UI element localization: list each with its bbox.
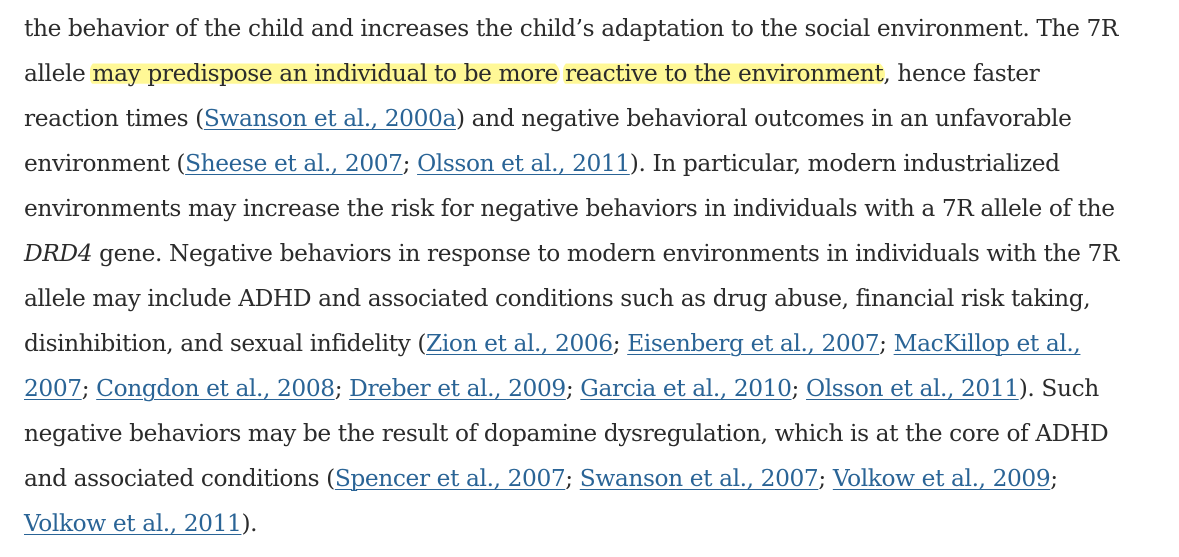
- body-text: gene. Negative behaviors in response to …: [92, 240, 1120, 267]
- citation-link[interactable]: Olsson et al., 2011: [417, 150, 630, 177]
- body-text: allele may include ADHD and associated c…: [24, 285, 1091, 312]
- text-line: negative behaviors may be the result of …: [24, 411, 1164, 456]
- body-text: environment (: [24, 150, 186, 177]
- body-text: ). In particular, modern industrialized: [629, 150, 1060, 177]
- text-line: Volkow et al., 2011).: [24, 501, 1164, 546]
- body-text: ;: [818, 465, 833, 492]
- citation-link[interactable]: 2007: [24, 375, 82, 402]
- body-text: ;: [334, 375, 350, 402]
- body-text: ;: [402, 150, 418, 177]
- text-line: disinhibition, and sexual infidelity (Zi…: [24, 321, 1164, 366]
- body-text: ).: [241, 510, 258, 537]
- article-paragraph: the behavior of the child and increases …: [24, 6, 1164, 546]
- body-text: ) and negative behavioral outcomes in an…: [455, 105, 1072, 132]
- body-text: ;: [565, 465, 580, 492]
- citation-link[interactable]: Dreber et al., 2009: [349, 375, 566, 402]
- highlighted-text: reactive to the environment: [562, 60, 886, 87]
- gene-name: DRD4: [24, 240, 93, 267]
- body-text: disinhibition, and sexual infidelity (: [24, 330, 427, 357]
- highlighted-text: may predispose an individual to be more: [90, 60, 560, 87]
- citation-link[interactable]: Congdon et al., 2008: [96, 375, 335, 402]
- body-text: ;: [791, 375, 806, 402]
- body-text: ;: [1050, 465, 1058, 492]
- body-text: , hence faster: [883, 60, 1040, 87]
- citation-link[interactable]: MacKillop et al.,: [893, 330, 1081, 357]
- citation-link[interactable]: Garcia et al., 2010: [580, 375, 792, 402]
- text-line: 2007; Congdon et al., 2008; Dreber et al…: [24, 366, 1164, 411]
- body-text: environments may increase the risk for n…: [24, 195, 1115, 222]
- citation-link[interactable]: Olsson et al., 2011: [806, 375, 1019, 402]
- text-line: the behavior of the child and increases …: [24, 6, 1164, 51]
- citation-link[interactable]: Eisenberg et al., 2007: [627, 330, 880, 357]
- body-text: ;: [879, 330, 894, 357]
- citation-link[interactable]: Spencer et al., 2007: [334, 465, 566, 492]
- text-line: allele may include ADHD and associated c…: [24, 276, 1164, 321]
- text-line: environments may increase the risk for n…: [24, 186, 1164, 231]
- text-line: environment (Sheese et al., 2007; Olsson…: [24, 141, 1164, 186]
- text-line: DRD4 gene. Negative behaviors in respons…: [24, 231, 1164, 276]
- body-text: negative behaviors may be the result of …: [24, 420, 1109, 447]
- citation-link[interactable]: Swanson et al., 2007: [579, 465, 819, 492]
- body-text: reaction times (: [24, 105, 204, 132]
- body-text: ;: [81, 375, 97, 402]
- body-text: allele: [24, 60, 93, 87]
- citation-link[interactable]: Volkow et al., 2009: [832, 465, 1051, 492]
- citation-link[interactable]: Sheese et al., 2007: [185, 150, 403, 177]
- body-text: ). Such: [1018, 375, 1100, 402]
- body-text: ;: [565, 375, 581, 402]
- citation-link[interactable]: Zion et al., 2006: [426, 330, 613, 357]
- citation-link[interactable]: Swanson et al., 2000a: [203, 105, 456, 132]
- text-line: reaction times (Swanson et al., 2000a) a…: [24, 96, 1164, 141]
- text-line: allele may predispose an individual to b…: [24, 51, 1164, 96]
- body-text: and associated conditions (: [24, 465, 335, 492]
- body-text: ;: [612, 330, 628, 357]
- text-line: and associated conditions (Spencer et al…: [24, 456, 1164, 501]
- body-text: the behavior of the child and increases …: [24, 15, 1119, 42]
- citation-link[interactable]: Volkow et al., 2011: [24, 510, 242, 537]
